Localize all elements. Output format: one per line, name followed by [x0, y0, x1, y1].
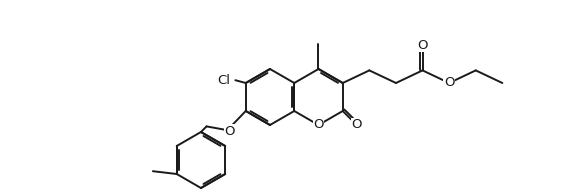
Text: O: O: [351, 119, 362, 132]
Text: Cl: Cl: [217, 74, 230, 87]
Text: O: O: [418, 39, 428, 52]
Text: O: O: [444, 76, 455, 89]
Text: O: O: [224, 125, 235, 138]
Text: O: O: [313, 119, 324, 132]
